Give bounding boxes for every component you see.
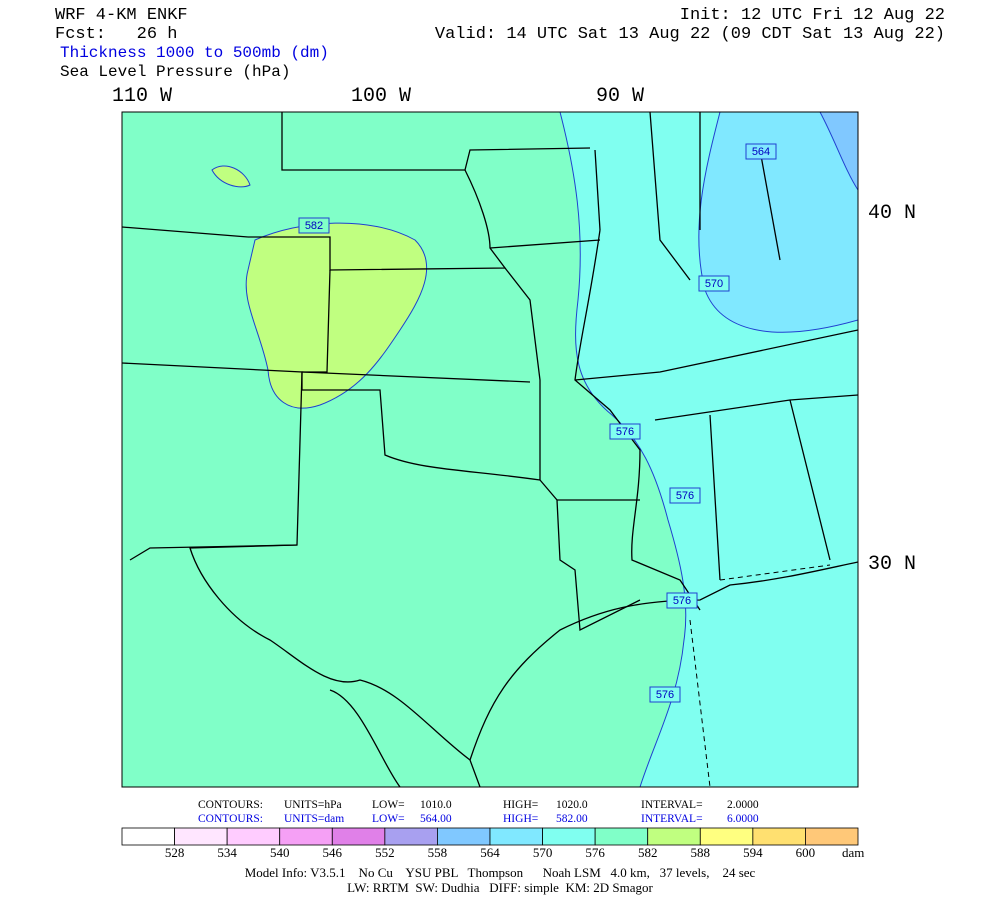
colorbar-box [121,827,175,846]
physics-info: LW: RRTM SW: Dudhia DIFF: simple KM: 2D … [347,880,653,895]
contour-label: 582 [305,220,323,232]
longitude-label: 110 W [112,85,172,108]
colorbar-label: 534 [217,845,237,860]
contour-info: CONTOURS: UNITS=hPa LOW= 1010.0 HIGH= 10… [198,799,759,825]
init-time: Init: 12 UTC Fri 12 Aug 22 [680,6,945,25]
info-text: 6.0000 [727,813,759,825]
forecast-hour: Fcst: 26 h [55,25,177,44]
colorbar-box [226,827,281,846]
map [122,112,858,787]
contour-label-box [666,592,698,609]
colorbar-box [331,827,386,846]
contour-label: 564 [752,146,770,158]
colorbar-box [279,827,333,846]
colorbar-label: 588 [691,845,711,860]
info-text: UNITS=dam [284,813,344,825]
colorbar-unit: dam [842,845,864,860]
map-frame [121,111,859,788]
colorbar-box [699,827,754,846]
info-text: LOW= [372,813,405,825]
colorbar-box [489,827,543,846]
info-text: 2.0000 [727,799,759,811]
field-558 [820,112,858,190]
info-text: HIGH= [503,799,538,811]
colorbar-label: 564 [480,845,500,860]
colorbar-box [174,827,228,846]
model-name: WRF 4-KM ENKF [55,6,188,25]
contour-label-box [609,423,641,440]
contour-label-box [669,487,701,504]
colorbar-label: 546 [323,845,343,860]
colorbar-box [542,827,596,846]
info-text: 564.00 [420,813,452,825]
info-text: 1020.0 [556,799,588,811]
longitude-label: 100 W [351,85,411,108]
model-info: Model Info: V3.5.1 No Cu YSU PBL Thompso… [245,865,756,880]
contour-label: 576 [676,490,694,502]
contour-label: 576 [616,426,634,438]
contour-label-box [698,275,730,292]
valid-time: Valid: 14 UTC Sat 13 Aug 22 (09 CDT Sat … [435,25,945,44]
colorbar-label: 570 [533,845,553,860]
info-text: 1010.0 [420,799,452,811]
colorbar-box [805,827,859,846]
info-text: LOW= [372,799,405,811]
info-text: INTERVAL= [641,799,703,811]
longitude-label: 90 W [596,85,644,108]
colorbar-label: 576 [585,845,605,860]
field-title: Thickness 1000 to 500mb (dm) [60,44,329,62]
colorbar: 528 534 540 546 552 558 564 570 576 582 588 594 600 d… [121,827,864,860]
colorbar-box [437,827,491,846]
field-582 [211,165,251,188]
colorbar-label: 600 [796,845,816,860]
contour-label-box [649,686,681,703]
contour-labels: 582 564 570 576 576 576 576 [298,143,777,703]
colorbar-label: 582 [638,845,658,860]
info-text: HIGH= [503,813,538,825]
info-text: CONTOURS: [198,813,263,825]
colorbar-box [594,827,649,846]
contour-label: 570 [705,278,723,290]
contour-label: 576 [656,689,674,701]
info-text: INTERVAL= [641,813,703,825]
colorbar-label: 558 [428,845,448,860]
colorbar-label: 552 [375,845,395,860]
colorbar-box [752,827,806,846]
colorbar-box [647,827,701,846]
contour-label-box [745,143,777,160]
contour-label: 576 [673,595,691,607]
info-text: UNITS=hPa [284,799,342,811]
colorbar-box [384,827,438,846]
colorbar-label: 528 [165,845,185,860]
info-text: CONTOURS: [198,799,263,811]
field-title: Sea Level Pressure (hPa) [60,63,290,81]
info-text: 582.00 [556,813,588,825]
field-564 [698,112,858,333]
colorbar-label: 594 [743,845,763,860]
contour-label-box [298,217,330,234]
colorbar-label: 540 [270,845,290,860]
latitude-label: 40 N [868,202,916,225]
latitude-label: 30 N [868,553,916,576]
